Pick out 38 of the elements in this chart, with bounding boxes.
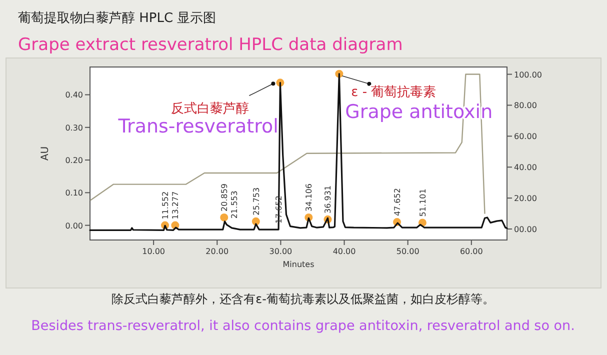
x-tick-label: 50.00 — [396, 247, 420, 256]
y-axis-title: AU — [40, 146, 51, 161]
chart-subtitle: Grape extract resveratrol HPLC data diagram — [18, 35, 403, 55]
point — [252, 217, 260, 226]
y2-tick-label: 40.00 — [514, 163, 537, 172]
annotation: 13.277 — [171, 191, 180, 220]
annotation: ε - 葡萄抗毒素 — [351, 84, 436, 100]
x-tick-label: 20.00 — [206, 247, 229, 256]
y2-tick-label: 00.00 — [514, 225, 537, 234]
x-tick-label: 10.00 — [142, 247, 166, 256]
y-tick-label: 0.10 — [65, 188, 83, 198]
annotation: 20.859 — [220, 183, 230, 212]
annotation: 反式白藜芦醇 — [171, 102, 250, 117]
y-tick-label: 0.00 — [65, 221, 83, 230]
x-tick-label: 30.00 — [269, 247, 292, 256]
annotation: 21.553 — [230, 190, 240, 219]
x-axis-title: Minutes — [282, 260, 314, 269]
y-tick-label: 0.40 — [65, 90, 83, 100]
annotation: Trans-resveratrol — [117, 116, 278, 138]
point — [220, 213, 228, 222]
y-tick-label: 0.20 — [65, 156, 83, 166]
annotation: 11.552 — [161, 191, 170, 220]
x-tick-label: 40.00 — [332, 247, 356, 256]
text: Besides trans-resveratrol, it also contains grape antitoxin, resveratrol and so on. — [31, 318, 575, 334]
x-tick-label: 60.00 — [460, 247, 483, 256]
annotation: 36.931 — [324, 185, 333, 214]
annotation: 51.101 — [418, 188, 428, 217]
annotation: 34.106 — [304, 183, 314, 212]
y-tick-label: 0.30 — [65, 123, 83, 132]
y2-tick-label: 60.00 — [514, 132, 537, 142]
text: 除反式白藜芦醇外，还含有ε-葡萄抗毒素以及低聚益菌，如白皮杉醇等。 — [112, 292, 494, 306]
y2-tick-label: 20.00 — [514, 194, 537, 204]
y2-tick-label: 80.00 — [514, 101, 537, 110]
chart-title: 葡萄提取物白藜芦醇 HPLC 显示图 — [18, 11, 216, 26]
annotation: 25.753 — [252, 187, 261, 216]
y2-tick-label: 100.00 — [514, 70, 542, 80]
annotation: 17.652 — [274, 196, 284, 224]
annotation: 47.652 — [393, 188, 402, 216]
